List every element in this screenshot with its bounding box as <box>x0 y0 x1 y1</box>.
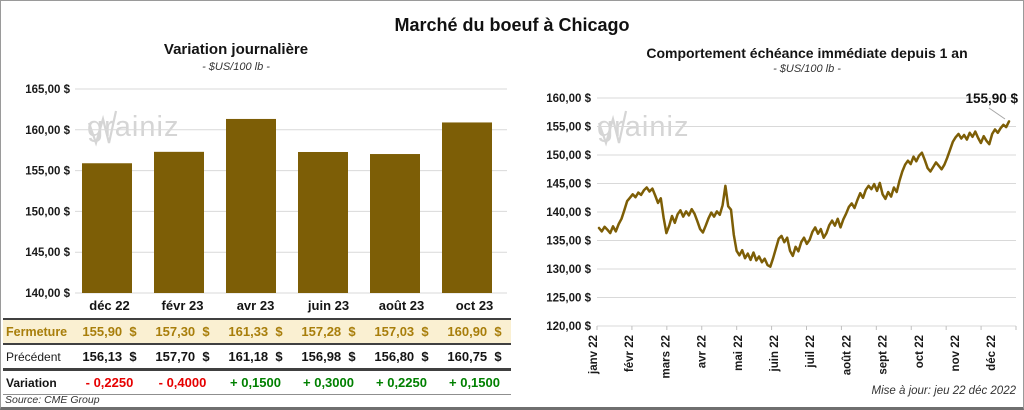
y-tick-label: 155,00 $ <box>25 166 70 178</box>
source-note: Source: CME Group <box>5 394 100 406</box>
y-tick-label: 150,00 $ <box>546 150 591 162</box>
table-cell: 160,75 $ <box>447 349 502 364</box>
y-tick-label: 165,00 $ <box>25 84 70 96</box>
table-row-variation: Variation - 0,2250 - 0,4000 + 0,1500 + 0… <box>3 371 511 395</box>
bar-févr 23 <box>154 151 204 293</box>
table-cell: 157,30 $ <box>155 324 210 339</box>
table-cell: + 0,1500 <box>230 375 281 390</box>
bar-chart-subtitle: - $US/100 lb - <box>202 61 270 73</box>
x-tick-label: nov 22 <box>950 335 962 371</box>
x-tick-label: janv 22 <box>588 335 600 375</box>
row-label: Variation <box>6 375 57 390</box>
line-chart-subtitle: - $US/100 lb - <box>773 63 841 75</box>
bar-avr 23 <box>226 118 276 293</box>
table-cell: 155,90 $ <box>82 324 137 339</box>
y-tick-label: 155,00 $ <box>546 122 591 134</box>
last-value-annotation: 155,90 $ <box>965 91 1018 106</box>
x-tick-label: sept 22 <box>878 335 890 375</box>
table-cell: 156,98 $ <box>301 349 356 364</box>
price-line <box>597 120 1011 268</box>
x-tick-label: mai 22 <box>733 335 745 371</box>
page-title: Marché du boeuf à Chicago <box>394 15 630 35</box>
table-row-precedent: Précédent 156,13 $ 157,70 $ 161,18 $ 156… <box>3 345 511 371</box>
x-label: avr 23 <box>236 298 275 313</box>
updated-note: Mise à jour: jeu 22 déc 2022 <box>872 385 1017 397</box>
y-tick-label: 160,00 $ <box>546 93 591 105</box>
watermark-text-left2: iz <box>156 111 180 143</box>
table-cell: 156,13 $ <box>82 349 137 364</box>
daily-variation-bar-chart: 165,00 $ 160,00 $ 155,00 $ 150,00 $ 145,00 $… <box>25 84 507 300</box>
row-label: Fermeture <box>6 324 68 339</box>
grainwiz-watermark: grain iz <box>87 110 180 147</box>
table-cell: - 0,2250 <box>85 375 134 390</box>
x-label: août 23 <box>378 298 425 313</box>
table-cell: 157,70 $ <box>155 349 210 364</box>
x-label: oct 23 <box>455 298 494 313</box>
x-tick-label: juil 22 <box>805 335 817 369</box>
table-row-fermeture: Fermeture 155,90 $ 157,30 $ 161,33 $ 157… <box>3 318 511 345</box>
y-tick-label: 135,00 $ <box>546 236 591 248</box>
table-cell: + 0,1500 <box>449 375 500 390</box>
table-cell: 156,80 $ <box>374 349 429 364</box>
x-tick-label: déc 22 <box>986 335 998 371</box>
x-tick-label: juin 22 <box>769 335 781 372</box>
y-tick-label: 140,00 $ <box>25 288 70 300</box>
table-cell: - 0,4000 <box>158 375 207 390</box>
y-tick-label: 160,00 $ <box>25 125 70 137</box>
table-cell: 161,33 $ <box>228 324 283 339</box>
table-cell: 161,18 $ <box>228 349 283 364</box>
bar-juin 23 <box>298 151 348 293</box>
y-tick-label: 130,00 $ <box>546 264 591 276</box>
x-label: déc 22 <box>89 298 130 313</box>
x-tick-label: août 22 <box>841 335 853 375</box>
x-tick-label: févr 22 <box>624 335 636 372</box>
watermark-zigzag-icon <box>597 110 628 147</box>
annotation-leader-line <box>988 107 1006 120</box>
y-tick-label: 145,00 $ <box>546 179 591 191</box>
bar-chart-x-axis: déc 22 févr 23 avr 23 juin 23 août 23 oc… <box>3 298 511 313</box>
x-tick-label: mars 22 <box>660 335 672 378</box>
bar-oct 23 <box>442 122 492 294</box>
watermark-zigzag-icon <box>87 110 118 147</box>
table-cell: + 0,2250 <box>376 375 427 390</box>
table-cell: 157,03 $ <box>374 324 429 339</box>
immediate-maturity-line-chart: 160,00 $ 155,00 $ 150,00 $ 145,00 $ 140,00 $… <box>546 91 1018 397</box>
y-tick-label: 140,00 $ <box>546 207 591 219</box>
table-cell: 160,90 $ <box>447 324 502 339</box>
table-cell: + 0,3000 <box>303 375 354 390</box>
y-tick-label: 125,00 $ <box>546 293 591 305</box>
table-cell: 157,28 $ <box>301 324 356 339</box>
bar-août 23 <box>370 154 420 293</box>
row-label: Précédent <box>6 349 61 364</box>
price-table: Fermeture 155,90 $ 157,30 $ 161,33 $ 157… <box>3 318 511 395</box>
y-tick-label: 145,00 $ <box>25 247 70 259</box>
bar-déc 22 <box>82 163 132 293</box>
x-label: févr 23 <box>161 298 204 313</box>
x-label: juin 23 <box>307 298 350 313</box>
x-tick-label: avr 22 <box>697 335 709 368</box>
y-tick-label: 150,00 $ <box>25 206 70 218</box>
bar-chart-title: Variation journalière <box>163 41 309 58</box>
x-tick-label: oct 22 <box>914 335 926 368</box>
y-tick-label: 120,00 $ <box>546 321 591 333</box>
line-chart-title: Comportement échéance immédiate depuis 1… <box>646 45 968 61</box>
